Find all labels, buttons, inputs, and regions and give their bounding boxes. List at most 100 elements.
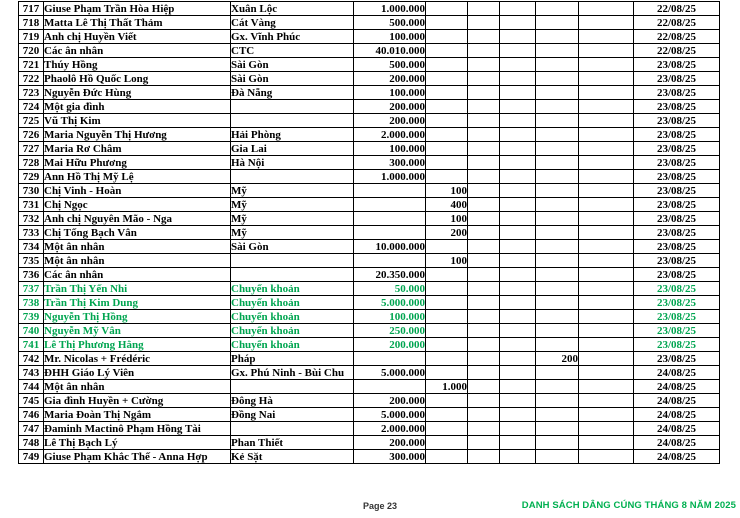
donor-name-cell: Giuse Phạm Khắc Thế - Anna Hợp xyxy=(43,449,231,464)
amount-col7-cell xyxy=(499,253,536,268)
amount-vnd-cell: 2.000.000 xyxy=(353,421,426,436)
amount-col6-cell xyxy=(467,211,500,226)
donor-name-cell: ĐHH Giáo Lý Viên xyxy=(43,365,231,380)
amount-col6-cell xyxy=(467,113,500,128)
amount-col5-cell: 400 xyxy=(425,197,468,212)
amount-col7-cell xyxy=(499,197,536,212)
amount-vnd-cell: 40.010.000 xyxy=(353,43,426,58)
amount-col9-cell xyxy=(578,281,634,296)
amount-col5-cell xyxy=(425,141,468,156)
amount-vnd-cell xyxy=(353,351,426,366)
amount-col9-cell xyxy=(578,155,634,170)
amount-col5-cell xyxy=(425,239,468,254)
row-number-cell: 721 xyxy=(18,57,44,72)
amount-vnd-cell: 200.000 xyxy=(353,99,426,114)
row-number-cell: 736 xyxy=(18,267,44,282)
amount-col8-cell xyxy=(535,267,579,282)
amount-col8-cell xyxy=(535,337,579,352)
amount-col6-cell xyxy=(467,337,500,352)
amount-col9-cell xyxy=(578,127,634,142)
date-cell: 23/08/25 xyxy=(633,309,720,324)
location-cell: Cát Vàng xyxy=(230,15,354,30)
amount-col6-cell xyxy=(467,197,500,212)
amount-col6-cell xyxy=(467,267,500,282)
date-cell: 23/08/25 xyxy=(633,127,720,142)
amount-col8-cell xyxy=(535,197,579,212)
amount-col8-cell xyxy=(535,323,579,338)
amount-col9-cell xyxy=(578,15,634,30)
amount-col8-cell xyxy=(535,449,579,464)
row-number-cell: 740 xyxy=(18,323,44,338)
amount-col8-cell xyxy=(535,113,579,128)
amount-vnd-cell: 300.000 xyxy=(353,449,426,464)
amount-vnd-cell: 500.000 xyxy=(353,15,426,30)
row-number-cell: 723 xyxy=(18,85,44,100)
location-cell: Kẻ Sặt xyxy=(230,449,354,464)
amount-col6-cell xyxy=(467,141,500,156)
amount-col8-cell xyxy=(535,211,579,226)
table-row: 744 Một ân nhân 1.000 24/08/25 xyxy=(18,379,720,394)
amount-col8-cell xyxy=(535,183,579,198)
amount-col9-cell xyxy=(578,407,634,422)
location-cell xyxy=(230,113,354,128)
amount-col5-cell: 1.000 xyxy=(425,379,468,394)
amount-col5-cell: 200 xyxy=(425,225,468,240)
amount-col9-cell xyxy=(578,43,634,58)
amount-col7-cell xyxy=(499,323,536,338)
amount-col6-cell xyxy=(467,435,500,450)
amount-col7-cell xyxy=(499,71,536,86)
amount-vnd-cell: 200.000 xyxy=(353,113,426,128)
amount-col9-cell xyxy=(578,141,634,156)
location-cell: Mỹ xyxy=(230,197,354,212)
amount-col8-cell xyxy=(535,85,579,100)
donor-name-cell: Chị Vinh - Hoàn xyxy=(43,183,231,198)
amount-col9-cell xyxy=(578,267,634,282)
amount-vnd-cell: 100.000 xyxy=(353,85,426,100)
amount-vnd-cell: 5.000.000 xyxy=(353,295,426,310)
row-number-cell: 749 xyxy=(18,449,44,464)
row-number-cell: 748 xyxy=(18,435,44,450)
amount-col6-cell xyxy=(467,323,500,338)
date-cell: 23/08/25 xyxy=(633,239,720,254)
table-row: 732 Anh chị Nguyên Mão - Nga Mỹ 100 23/08/25 xyxy=(18,211,720,226)
date-cell: 23/08/25 xyxy=(633,141,720,156)
date-cell: 24/08/25 xyxy=(633,407,720,422)
amount-col8-cell xyxy=(535,407,579,422)
date-cell: 23/08/25 xyxy=(633,225,720,240)
amount-vnd-cell xyxy=(353,379,426,394)
amount-vnd-cell: 500.000 xyxy=(353,57,426,72)
amount-col6-cell xyxy=(467,85,500,100)
row-number-cell: 725 xyxy=(18,113,44,128)
table-row: 739 Nguyễn Thị Hồng Chuyển khoản 100.000 23/… xyxy=(18,309,720,324)
row-number-cell: 741 xyxy=(18,337,44,352)
amount-col5-cell xyxy=(425,71,468,86)
location-cell xyxy=(230,169,354,184)
page-number: Page 23 xyxy=(362,501,398,511)
amount-col8-cell xyxy=(535,365,579,380)
location-cell xyxy=(230,267,354,282)
amount-col5-cell xyxy=(425,337,468,352)
amount-vnd-cell: 1.000.000 xyxy=(353,169,426,184)
amount-col9-cell xyxy=(578,449,634,464)
amount-col5-cell xyxy=(425,267,468,282)
amount-col7-cell xyxy=(499,141,536,156)
amount-col6-cell xyxy=(467,155,500,170)
amount-vnd-cell xyxy=(353,183,426,198)
amount-col7-cell xyxy=(499,99,536,114)
row-number-cell: 718 xyxy=(18,15,44,30)
location-cell xyxy=(230,253,354,268)
date-cell: 24/08/25 xyxy=(633,435,720,450)
amount-col9-cell xyxy=(578,337,634,352)
row-number-cell: 724 xyxy=(18,99,44,114)
amount-col5-cell xyxy=(425,281,468,296)
table-row: 734 Một ân nhân Sài Gòn 10.000.000 23/08/25 xyxy=(18,239,720,254)
amount-col8-cell xyxy=(535,435,579,450)
amount-col9-cell xyxy=(578,435,634,450)
amount-col6-cell xyxy=(467,393,500,408)
date-cell: 23/08/25 xyxy=(633,85,720,100)
document-footer-title: DANH SÁCH DÂNG CÚNG THÁNG 8 NĂM 2025 xyxy=(521,500,736,511)
amount-col7-cell xyxy=(499,225,536,240)
date-cell: 23/08/25 xyxy=(633,99,720,114)
location-cell: Gx. Phú Ninh - Bùi Chu xyxy=(230,365,354,380)
amount-col5-cell xyxy=(425,155,468,170)
